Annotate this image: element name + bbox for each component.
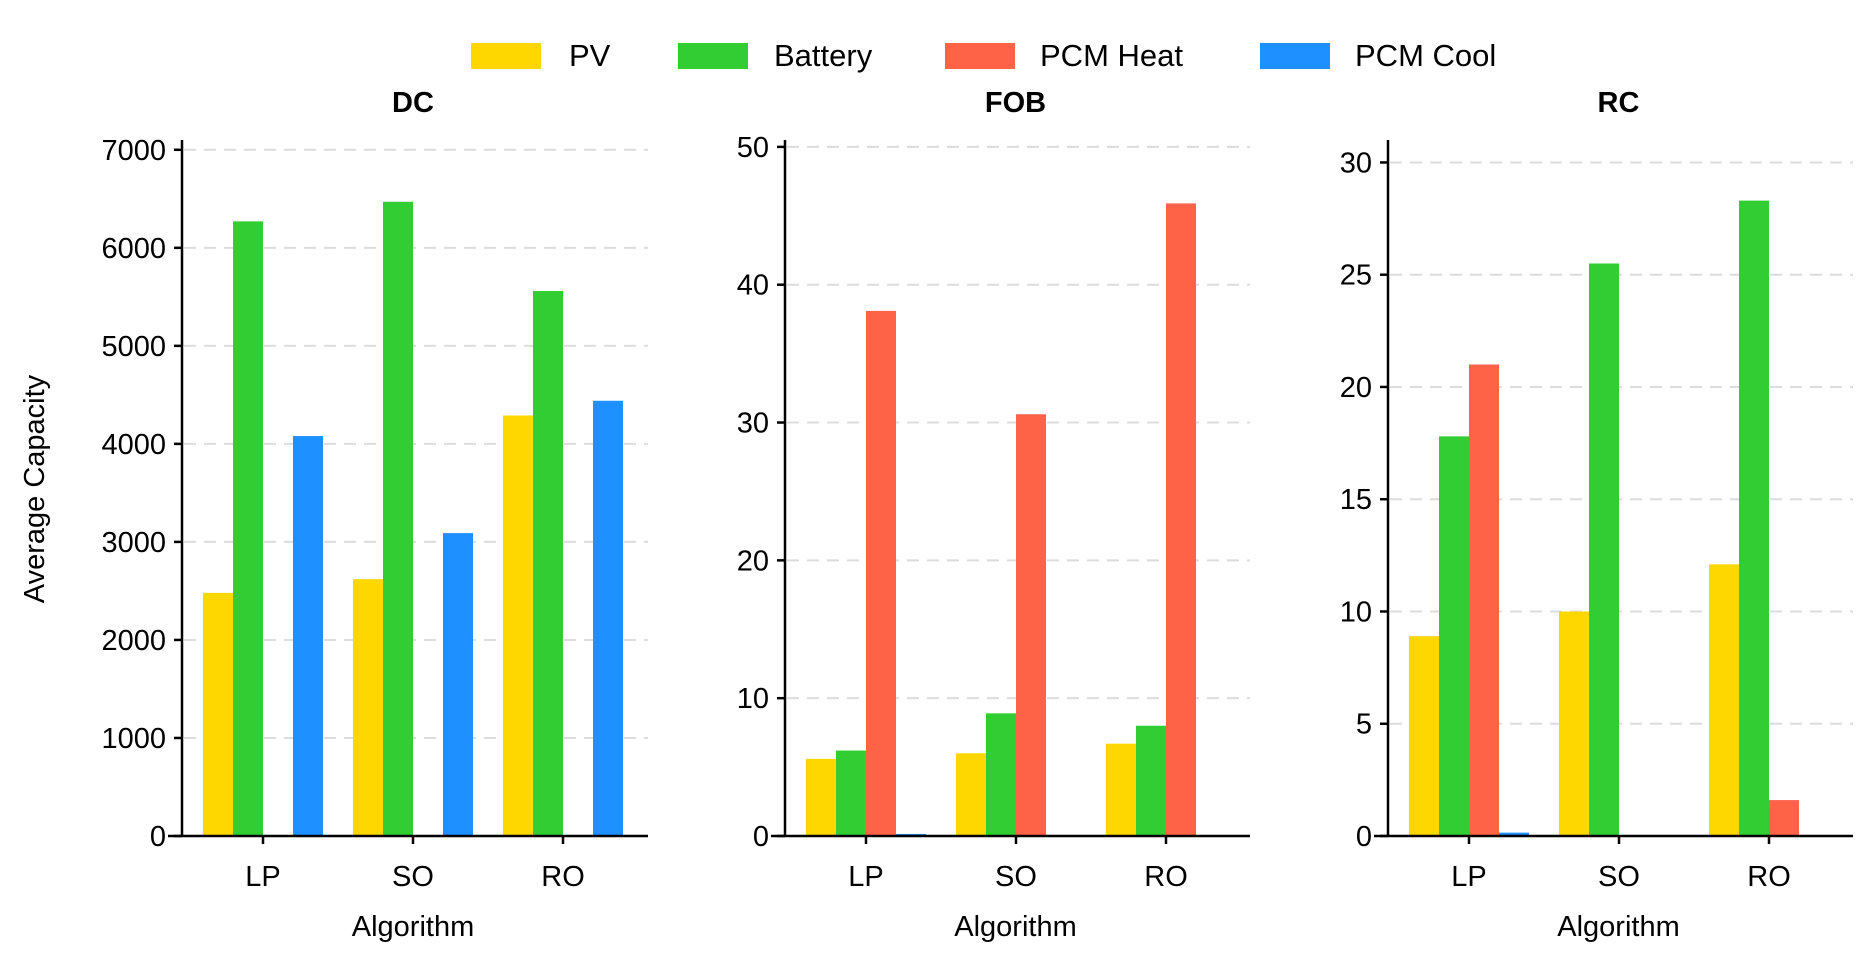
panel-dc-bar-so-battery <box>383 201 413 836</box>
panel-fob-xtick-label-lp: LP <box>848 861 883 893</box>
panel-fob-bar-ro-pcm-heat <box>1166 203 1196 837</box>
panel-rc-bar-lp-pv <box>1409 636 1439 836</box>
panel-dc-bar-ro-pv <box>503 415 533 836</box>
panel-dc-xtick-label-lp: LP <box>245 861 280 893</box>
panel-fob-title: FOB <box>985 87 1046 119</box>
legend-swatch-battery <box>678 43 748 69</box>
panel-rc-ytick-label-3: 15 <box>1340 484 1372 516</box>
panel-dc-ytick-label-3: 3000 <box>101 527 166 559</box>
legend-label-pv: PV <box>569 38 611 73</box>
panel-rc-ytick-label-2: 10 <box>1340 596 1372 628</box>
panel-dc-ytick-label-2: 2000 <box>101 625 166 657</box>
panel-dc-bar-so-pv <box>353 579 383 836</box>
panel-dc-xtick-label-so: SO <box>392 861 434 893</box>
legend-label-pcm-heat: PCM Heat <box>1040 38 1183 73</box>
panel-dc-title: DC <box>392 87 434 119</box>
panel-dc-x-axis-label: Algorithm <box>352 911 475 943</box>
panel-rc-bar-so-pv <box>1559 611 1589 836</box>
legend-label-pcm-cool: PCM Cool <box>1355 38 1496 73</box>
panel-rc-ytick-label-6: 30 <box>1340 147 1372 179</box>
panel-dc-ytick-label-5: 5000 <box>101 331 166 363</box>
panel-fob-ytick-label-5: 50 <box>737 132 769 164</box>
panel-fob-ytick-label-4: 40 <box>737 270 769 302</box>
panel-dc-bar-so-pcm-cool <box>443 533 473 836</box>
panel-dc: 0 1000 2000 3000 4000 5000 6000 7000 LP SO RO DC Alg… <box>101 87 648 943</box>
panel-rc-bar-lp-battery <box>1439 436 1469 836</box>
panel-rc: 0 5 10 15 20 25 30 LP SO RO RC Algorithm <box>1340 87 1853 943</box>
panel-rc-bar-lp-pcm-cool <box>1499 832 1529 836</box>
panel-rc-xtick-label-ro: RO <box>1747 861 1791 893</box>
panel-rc-xtick-label-so: SO <box>1598 861 1640 893</box>
panel-fob-bar-lp-pcm-heat <box>866 310 896 836</box>
panel-rc-bar-ro-pcm-heat <box>1769 800 1799 836</box>
panel-fob-xtick-label-so: SO <box>995 861 1037 893</box>
panel-fob-ytick-label-0: 0 <box>753 821 769 853</box>
panel-fob-bar-so-pv <box>956 753 986 836</box>
legend-item-pcm-cool: PCM Cool <box>1260 38 1496 73</box>
panel-fob-ytick-label-3: 30 <box>737 408 769 440</box>
panel-dc-ytick-label-6: 6000 <box>101 233 166 265</box>
panel-rc-bar-so-battery <box>1589 263 1619 836</box>
panel-rc-x-axis-label: Algorithm <box>1557 911 1680 943</box>
panel-dc-ytick-label-4: 4000 <box>101 429 166 461</box>
panel-fob-xtick-label-ro: RO <box>1144 861 1188 893</box>
panel-rc-title: RC <box>1598 87 1640 119</box>
legend-item-pv: PV <box>471 38 611 73</box>
legend-item-battery: Battery <box>678 38 873 73</box>
panel-rc-ytick-label-1: 5 <box>1356 709 1372 741</box>
panel-dc-xtick-label-ro: RO <box>541 861 585 893</box>
legend-swatch-pv <box>471 43 541 69</box>
panel-rc-ytick-label-4: 20 <box>1340 372 1372 404</box>
legend-swatch-pcm-cool <box>1260 43 1330 69</box>
panel-rc-xtick-label-lp: LP <box>1451 861 1486 893</box>
panel-rc-ytick-label-0: 0 <box>1356 821 1372 853</box>
panel-fob-bar-so-pcm-heat <box>1016 414 1046 836</box>
panel-dc-ytick-label-0: 0 <box>150 821 166 853</box>
legend-swatch-pcm-heat <box>945 43 1015 69</box>
y-axis-label: Average Capacity <box>19 374 51 603</box>
panel-fob-x-axis-label: Algorithm <box>954 911 1077 943</box>
panel-dc-bar-lp-pv <box>203 592 233 836</box>
panel-dc-bar-lp-battery <box>233 221 263 836</box>
panel-fob-ytick-label-2: 20 <box>737 545 769 577</box>
panel-dc-ytick-label-1: 1000 <box>101 723 166 755</box>
panel-dc-bar-ro-battery <box>533 290 563 836</box>
panel-fob-bar-lp-battery <box>836 750 866 836</box>
panel-rc-bar-ro-pv <box>1709 564 1739 836</box>
legend-label-battery: Battery <box>774 38 873 73</box>
panel-rc-ytick-label-5: 25 <box>1340 260 1372 292</box>
panel-dc-bar-ro-pcm-cool <box>593 400 623 836</box>
panel-fob-bar-so-battery <box>986 713 1016 836</box>
panel-fob-bar-lp-pv <box>806 758 836 836</box>
legend-item-pcm-heat: PCM Heat <box>945 38 1183 73</box>
legend: PV Battery PCM Heat PCM Cool <box>471 38 1496 73</box>
panel-fob-bar-ro-battery <box>1136 725 1166 836</box>
panel-fob-bar-ro-pv <box>1106 743 1136 836</box>
panel-rc-bar-lp-pcm-heat <box>1469 364 1499 836</box>
panel-fob: 0 10 20 30 40 50 LP SO RO FOB Algorithm <box>737 87 1250 943</box>
panel-dc-ytick-label-7: 7000 <box>101 135 166 167</box>
panel-rc-bar-ro-battery <box>1739 200 1769 836</box>
panel-dc-bar-lp-pcm-cool <box>293 436 323 836</box>
panel-fob-ytick-label-1: 10 <box>737 683 769 715</box>
